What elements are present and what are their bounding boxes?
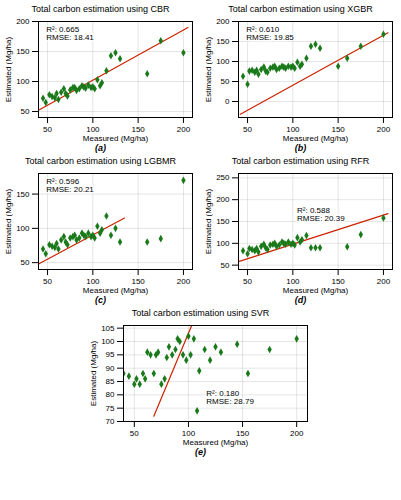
- html-text:(a): (a): [95, 143, 106, 153]
- svg-text:150: 150: [331, 125, 345, 135]
- svg-text:Measured (Mg/ha): Measured (Mg/ha): [282, 134, 348, 143]
- svg-text:100: 100: [285, 277, 299, 287]
- svg-text:100: 100: [216, 57, 230, 66]
- html-text:Total carbon estimation using: Total carbon estimation using LGBMR: [25, 156, 176, 166]
- svg-text:150: 150: [235, 429, 249, 439]
- svg-text:200: 200: [289, 429, 303, 438]
- svg-text:150: 150: [131, 125, 145, 135]
- html-text:(e): (e): [195, 447, 206, 457]
- svg-text:150: 150: [16, 47, 30, 56]
- svg-text:200: 200: [216, 195, 230, 204]
- svg-text:200: 200: [376, 277, 390, 286]
- svg-text:200: 200: [216, 17, 230, 26]
- svg-text:105: 105: [101, 324, 115, 333]
- html-text:(c): (c): [95, 295, 106, 305]
- svg-text:95: 95: [105, 350, 114, 359]
- html-text:Total carbon estimation using: Total carbon estimation using CBR: [31, 4, 170, 14]
- svg-text:100: 100: [85, 277, 99, 287]
- svg-text:R²: 0.180RMSE: 28.79: R²: 0.180RMSE: 28.79: [206, 389, 254, 406]
- svg-text:Measured (Mg/ha): Measured (Mg/ha): [82, 286, 148, 295]
- html-text:(b): (b): [294, 143, 307, 153]
- svg-text:100: 100: [16, 224, 30, 233]
- svg-text:Estimated (Mg/ha): Estimated (Mg/ha): [204, 36, 213, 102]
- svg-text:85: 85: [105, 377, 114, 386]
- svg-text:90: 90: [105, 364, 114, 373]
- svg-text:Estimated (Mg/ha): Estimated (Mg/ha): [89, 340, 98, 406]
- svg-text:50: 50: [43, 277, 52, 286]
- html-text:(d): (d): [294, 295, 307, 305]
- svg-text:100: 100: [181, 429, 195, 439]
- svg-text:100: 100: [101, 337, 115, 346]
- svg-text:Estimated (Mg/ha): Estimated (Mg/ha): [4, 188, 13, 254]
- svg-text:200: 200: [16, 17, 30, 26]
- svg-text:150: 150: [131, 277, 145, 287]
- svg-text:Measured (Mg/ha): Measured (Mg/ha): [282, 286, 348, 295]
- svg-text:150: 150: [216, 37, 230, 46]
- svg-text:Estimated (Mg/ha): Estimated (Mg/ha): [204, 188, 213, 254]
- svg-text:Estimated (Mg/ha): Estimated (Mg/ha): [4, 36, 13, 102]
- svg-text:150: 150: [216, 217, 230, 226]
- svg-text:R²: 0.665RMSE: 18.41: R²: 0.665RMSE: 18.41: [46, 25, 94, 42]
- svg-text:50: 50: [220, 261, 229, 270]
- svg-text:70: 70: [105, 417, 114, 426]
- svg-text:100: 100: [216, 239, 230, 248]
- svg-text:50: 50: [43, 125, 52, 134]
- svg-text:R²: 0.610RMSE: 19.85: R²: 0.610RMSE: 19.85: [246, 25, 294, 42]
- svg-text:150: 150: [331, 277, 345, 287]
- svg-text:50: 50: [129, 429, 138, 438]
- html-text:Total carbon estimation using: Total carbon estimation using XGBR: [228, 4, 373, 14]
- svg-text:75: 75: [105, 404, 114, 413]
- svg-text:150: 150: [16, 190, 30, 199]
- svg-text:50: 50: [243, 277, 252, 286]
- svg-text:50: 50: [220, 77, 229, 86]
- svg-text:50: 50: [243, 125, 252, 134]
- svg-text:100: 100: [16, 77, 30, 86]
- svg-text:100: 100: [285, 125, 299, 135]
- svg-text:200: 200: [176, 125, 190, 134]
- svg-text:Measured (Mg/ha): Measured (Mg/ha): [82, 134, 148, 143]
- svg-text:100: 100: [85, 125, 99, 135]
- svg-text:R²: 0.588RMSE: 20.39: R²: 0.588RMSE: 20.39: [297, 206, 345, 223]
- svg-text:50: 50: [20, 107, 29, 116]
- html-text:Total carbon estimation using: Total carbon estimation using RFR: [231, 156, 370, 166]
- svg-text:250: 250: [216, 173, 230, 182]
- svg-text:R²: 0.596RMSE: 20.21: R²: 0.596RMSE: 20.21: [46, 177, 94, 194]
- html-text:Total carbon estimation using: Total carbon estimation using SVR: [131, 308, 270, 318]
- svg-text:200: 200: [176, 277, 190, 286]
- svg-text:0: 0: [225, 97, 230, 106]
- svg-text:Measured (Mg/ha): Measured (Mg/ha): [182, 438, 248, 447]
- svg-text:80: 80: [105, 390, 114, 399]
- svg-text:50: 50: [20, 258, 29, 267]
- svg-text:200: 200: [376, 125, 390, 134]
